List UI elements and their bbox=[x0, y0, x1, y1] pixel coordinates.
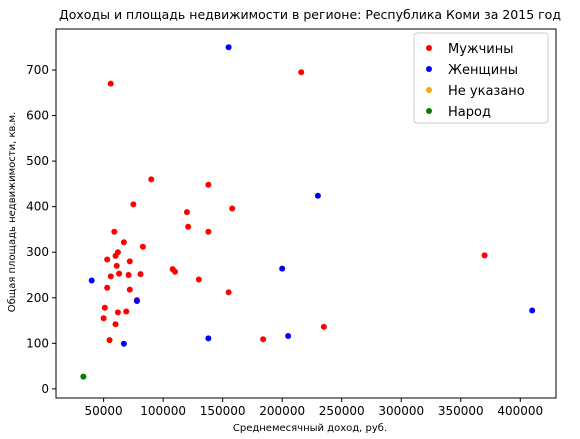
data-point bbox=[111, 228, 118, 235]
legend-label: Не указано bbox=[448, 84, 525, 99]
data-point bbox=[279, 265, 286, 272]
x-tick-label: 350000 bbox=[438, 404, 484, 418]
data-point bbox=[225, 44, 232, 51]
data-point bbox=[123, 308, 130, 315]
legend-label: Мужчины bbox=[448, 42, 514, 57]
data-point bbox=[229, 205, 236, 212]
data-point bbox=[205, 228, 212, 235]
plot-frame bbox=[55, 28, 557, 399]
y-tick-label: 300 bbox=[26, 245, 49, 259]
x-tick-label: 300000 bbox=[378, 404, 424, 418]
data-point bbox=[285, 333, 292, 340]
data-point bbox=[107, 80, 114, 87]
data-point bbox=[320, 323, 327, 330]
series-group bbox=[88, 44, 536, 347]
data-point bbox=[205, 181, 212, 188]
data-point bbox=[113, 262, 120, 269]
x-tick-label: 200000 bbox=[259, 404, 305, 418]
x-tick-label: 50000 bbox=[85, 404, 123, 418]
data-point bbox=[172, 268, 179, 275]
y-axis-title: Общая площадь недвижимости, кв.м. bbox=[7, 112, 18, 313]
x-tick-label: 150000 bbox=[200, 404, 246, 418]
data-point bbox=[120, 239, 127, 246]
data-point bbox=[126, 258, 133, 265]
data-point bbox=[112, 321, 119, 328]
data-point bbox=[183, 209, 190, 216]
data-point bbox=[114, 309, 121, 316]
data-point bbox=[139, 243, 146, 250]
data-point bbox=[298, 69, 305, 76]
y-tick-label: 0 bbox=[41, 382, 49, 396]
y-tick-label: 200 bbox=[26, 291, 49, 305]
data-point bbox=[100, 315, 107, 322]
plot-area: 50000 100000 150000 200000 250000 300000 35000… bbox=[26, 28, 557, 418]
data-point bbox=[130, 201, 137, 208]
data-point bbox=[116, 270, 123, 277]
x-tick-label: 100000 bbox=[140, 404, 186, 418]
data-point bbox=[104, 256, 111, 263]
data-point bbox=[205, 335, 212, 342]
legend-marker bbox=[426, 66, 432, 72]
y-tick-label: 100 bbox=[26, 336, 49, 350]
data-point bbox=[529, 307, 536, 314]
series-group bbox=[80, 373, 87, 380]
data-point bbox=[225, 289, 232, 296]
data-point bbox=[112, 252, 119, 259]
y-tick-label: 700 bbox=[26, 63, 49, 77]
legend-marker bbox=[426, 45, 432, 51]
data-point bbox=[481, 252, 488, 259]
legend-box bbox=[413, 32, 549, 124]
y-tick-label: 600 bbox=[26, 109, 49, 123]
data-point bbox=[260, 336, 267, 343]
legend-label: Народ bbox=[448, 105, 491, 120]
data-point bbox=[120, 340, 127, 347]
data-point bbox=[133, 297, 140, 304]
data-point bbox=[148, 176, 155, 183]
data-point bbox=[137, 271, 144, 278]
data-point bbox=[195, 276, 202, 283]
data-point bbox=[314, 192, 321, 199]
data-point bbox=[125, 272, 132, 278]
legend: Мужчины Женщины Не указано Народ bbox=[413, 32, 549, 124]
x-tick-label: 400000 bbox=[497, 404, 543, 418]
y-tick-label: 500 bbox=[26, 154, 49, 168]
legend-marker bbox=[426, 87, 432, 93]
legend-label: Женщины bbox=[448, 63, 518, 78]
y-tick-label: 400 bbox=[26, 200, 49, 214]
data-point bbox=[88, 277, 95, 284]
data-point bbox=[185, 223, 192, 230]
data-point bbox=[126, 286, 133, 293]
data-point bbox=[107, 273, 114, 280]
data-point bbox=[101, 304, 108, 311]
legend-marker bbox=[426, 108, 432, 114]
data-point bbox=[106, 337, 113, 344]
x-tick-label: 250000 bbox=[319, 404, 365, 418]
chart-title: Доходы и площадь недвижимости в регионе:… bbox=[59, 7, 561, 22]
series-group bbox=[100, 69, 488, 344]
data-point bbox=[104, 284, 111, 291]
x-axis-title: Среднемесячный доход, руб. bbox=[233, 423, 387, 434]
data-point bbox=[80, 373, 87, 380]
